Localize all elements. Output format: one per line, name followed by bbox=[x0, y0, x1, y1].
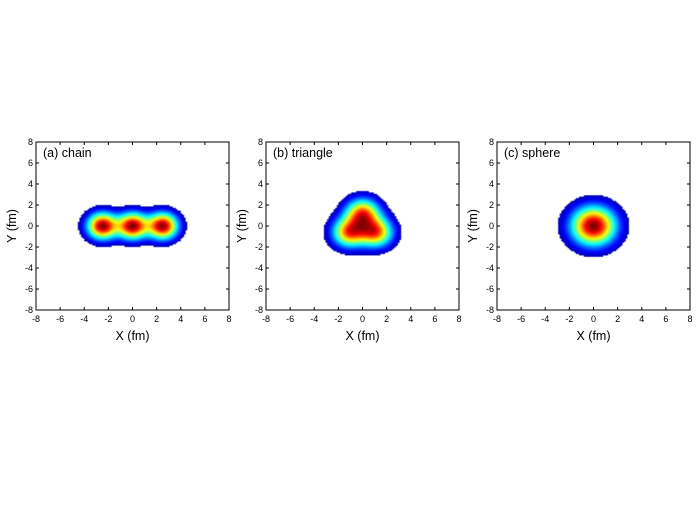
y-tick-label: -6 bbox=[486, 284, 494, 294]
x-axis-label: X (fm) bbox=[115, 329, 149, 343]
x-tick-label: 4 bbox=[408, 314, 413, 324]
y-tick-label: 6 bbox=[258, 158, 263, 168]
x-axis-label: X (fm) bbox=[345, 329, 379, 343]
x-tick-label: 0 bbox=[130, 314, 135, 324]
y-tick-label: -8 bbox=[255, 305, 263, 315]
y-tick-label: 0 bbox=[258, 221, 263, 231]
y-tick-label: -8 bbox=[25, 305, 33, 315]
y-tick-label: -2 bbox=[255, 242, 263, 252]
x-tick-label: 6 bbox=[202, 314, 207, 324]
y-axis-label: Y (fm) bbox=[5, 209, 19, 243]
x-tick-label: 0 bbox=[591, 314, 596, 324]
x-tick-label: 8 bbox=[226, 314, 231, 324]
density-heatmap bbox=[266, 142, 459, 310]
y-tick-label: 8 bbox=[489, 137, 494, 147]
y-tick-label: 2 bbox=[28, 200, 33, 210]
x-tick-label: -2 bbox=[104, 314, 112, 324]
panel-1: -8 -6 -4 -2 0 2 4 6 8 -8 -6 -4 -2 0 2 4 6 8 X (fm) Y (fm) (a… bbox=[5, 137, 232, 343]
y-tick-label: 6 bbox=[28, 158, 33, 168]
y-axis-label: Y (fm) bbox=[235, 209, 249, 243]
x-tick-label: -6 bbox=[286, 314, 294, 324]
x-tick-label: -8 bbox=[32, 314, 40, 324]
y-tick-label: 0 bbox=[28, 221, 33, 231]
x-tick-label: -8 bbox=[493, 314, 501, 324]
y-tick-label: 8 bbox=[28, 137, 33, 147]
x-tick-label: -2 bbox=[565, 314, 573, 324]
x-tick-label: 8 bbox=[456, 314, 461, 324]
y-tick-label: -4 bbox=[486, 263, 494, 273]
x-tick-label: -6 bbox=[517, 314, 525, 324]
y-tick-label: 8 bbox=[258, 137, 263, 147]
y-tick-label: 0 bbox=[489, 221, 494, 231]
y-tick-label: -6 bbox=[25, 284, 33, 294]
y-tick-label: 6 bbox=[489, 158, 494, 168]
y-tick-label: -2 bbox=[25, 242, 33, 252]
x-tick-label: 2 bbox=[615, 314, 620, 324]
y-tick-label: 4 bbox=[489, 179, 494, 189]
x-tick-label: 4 bbox=[639, 314, 644, 324]
x-tick-label: -4 bbox=[80, 314, 88, 324]
x-tick-label: -4 bbox=[541, 314, 549, 324]
y-tick-label: -6 bbox=[255, 284, 263, 294]
y-tick-label: 2 bbox=[489, 200, 494, 210]
y-axis-label: Y (fm) bbox=[466, 209, 480, 243]
x-tick-label: 6 bbox=[663, 314, 668, 324]
panel-title: (c) sphere bbox=[504, 146, 560, 160]
panel-title: (a) chain bbox=[43, 146, 92, 160]
x-tick-label: -6 bbox=[56, 314, 64, 324]
density-heatmap bbox=[36, 142, 229, 310]
panel-2: -8 -6 -4 -2 0 2 4 6 8 -8 -6 -4 -2 0 2 4 6 8 X (fm) Y (fm) (b… bbox=[235, 137, 462, 343]
x-tick-label: 8 bbox=[687, 314, 692, 324]
x-tick-label: 4 bbox=[178, 314, 183, 324]
y-tick-label: 2 bbox=[258, 200, 263, 210]
x-tick-label: -2 bbox=[334, 314, 342, 324]
y-tick-label: -2 bbox=[486, 242, 494, 252]
y-tick-label: 4 bbox=[258, 179, 263, 189]
y-tick-label: -4 bbox=[255, 263, 263, 273]
panel-title: (b) triangle bbox=[273, 146, 333, 160]
x-tick-label: -4 bbox=[310, 314, 318, 324]
y-tick-label: 4 bbox=[28, 179, 33, 189]
x-tick-label: -8 bbox=[262, 314, 270, 324]
x-tick-label: 0 bbox=[360, 314, 365, 324]
y-tick-label: -4 bbox=[25, 263, 33, 273]
x-tick-label: 2 bbox=[384, 314, 389, 324]
panel-3: -8 -6 -4 -2 0 2 4 6 8 -8 -6 -4 -2 0 2 4 6 8 X (fm) Y (fm) (c… bbox=[466, 137, 693, 343]
density-heatmap bbox=[497, 142, 690, 310]
x-tick-label: 2 bbox=[154, 314, 159, 324]
x-tick-label: 6 bbox=[432, 314, 437, 324]
x-axis-label: X (fm) bbox=[576, 329, 610, 343]
y-tick-label: -8 bbox=[486, 305, 494, 315]
